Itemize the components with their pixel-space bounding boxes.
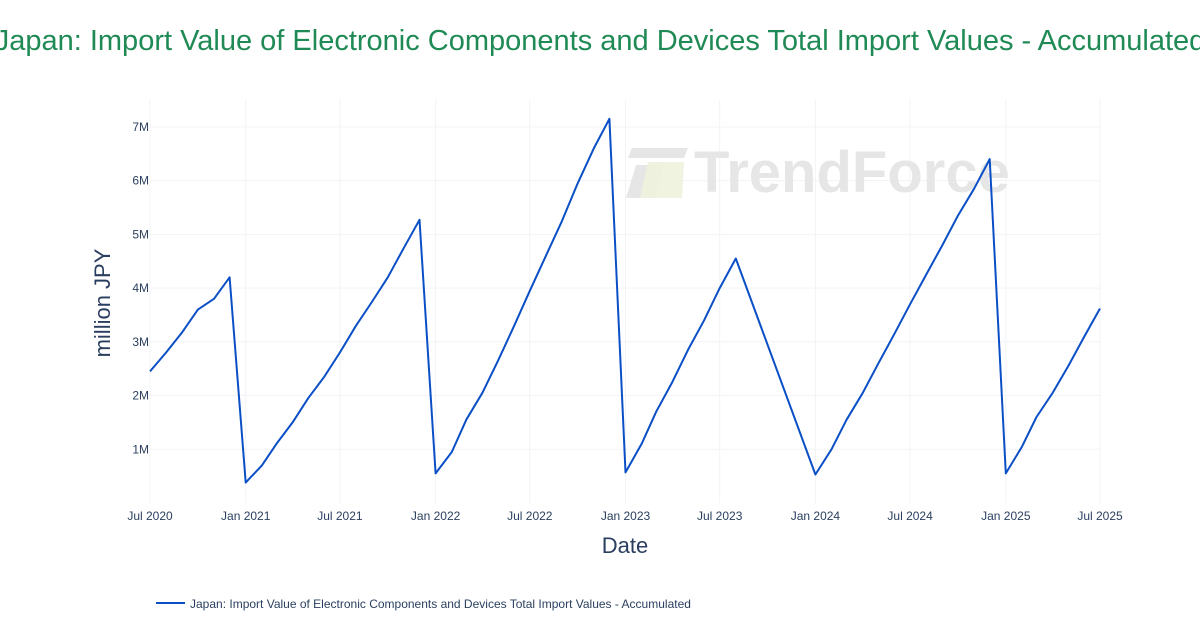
x-tick-label: Jan 2024 — [791, 509, 841, 523]
x-tick-label: Jan 2023 — [601, 509, 651, 523]
chart-title: Japan: Import Value of Electronic Compon… — [0, 25, 1200, 57]
x-tick-label: Jan 2021 — [221, 509, 271, 523]
y-axis-ticks: 1M 2M 3M 4M 5M 6M 7M — [132, 120, 149, 456]
x-tick-label: Jul 2024 — [887, 509, 933, 523]
y-axis-title: million JPY — [90, 248, 115, 357]
y-tick-label: 5M — [132, 227, 149, 241]
x-tick-label: Jan 2025 — [981, 509, 1031, 523]
y-tick-label: 1M — [132, 442, 149, 456]
x-tick-label: Jul 2021 — [317, 509, 363, 523]
y-tick-label: 6M — [132, 174, 149, 188]
x-axis-ticks: Jul 2020 Jan 2021 Jul 2021 Jan 2022 Jul 2022… — [127, 509, 1123, 523]
grid — [149, 100, 1101, 503]
x-tick-label: Jul 2025 — [1077, 509, 1123, 523]
watermark-text: TrendForce — [694, 140, 1010, 205]
y-tick-label: 2M — [132, 389, 149, 403]
x-axis-title: Date — [602, 533, 648, 558]
trendforce-logo-icon — [626, 148, 688, 198]
legend-label: Japan: Import Value of Electronic Compon… — [190, 597, 691, 611]
y-tick-label: 3M — [132, 335, 149, 349]
series-line — [149, 117, 1101, 484]
x-tick-label: Jul 2022 — [507, 509, 553, 523]
y-tick-label: 4M — [132, 281, 149, 295]
x-tick-label: Jul 2020 — [127, 509, 173, 523]
y-tick-label: 7M — [132, 120, 149, 134]
legend[interactable]: Japan: Import Value of Electronic Compon… — [156, 597, 691, 611]
x-tick-label: Jan 2022 — [411, 509, 461, 523]
x-tick-label: Jul 2023 — [697, 509, 743, 523]
trendforce-watermark: TrendForce — [626, 140, 1010, 205]
